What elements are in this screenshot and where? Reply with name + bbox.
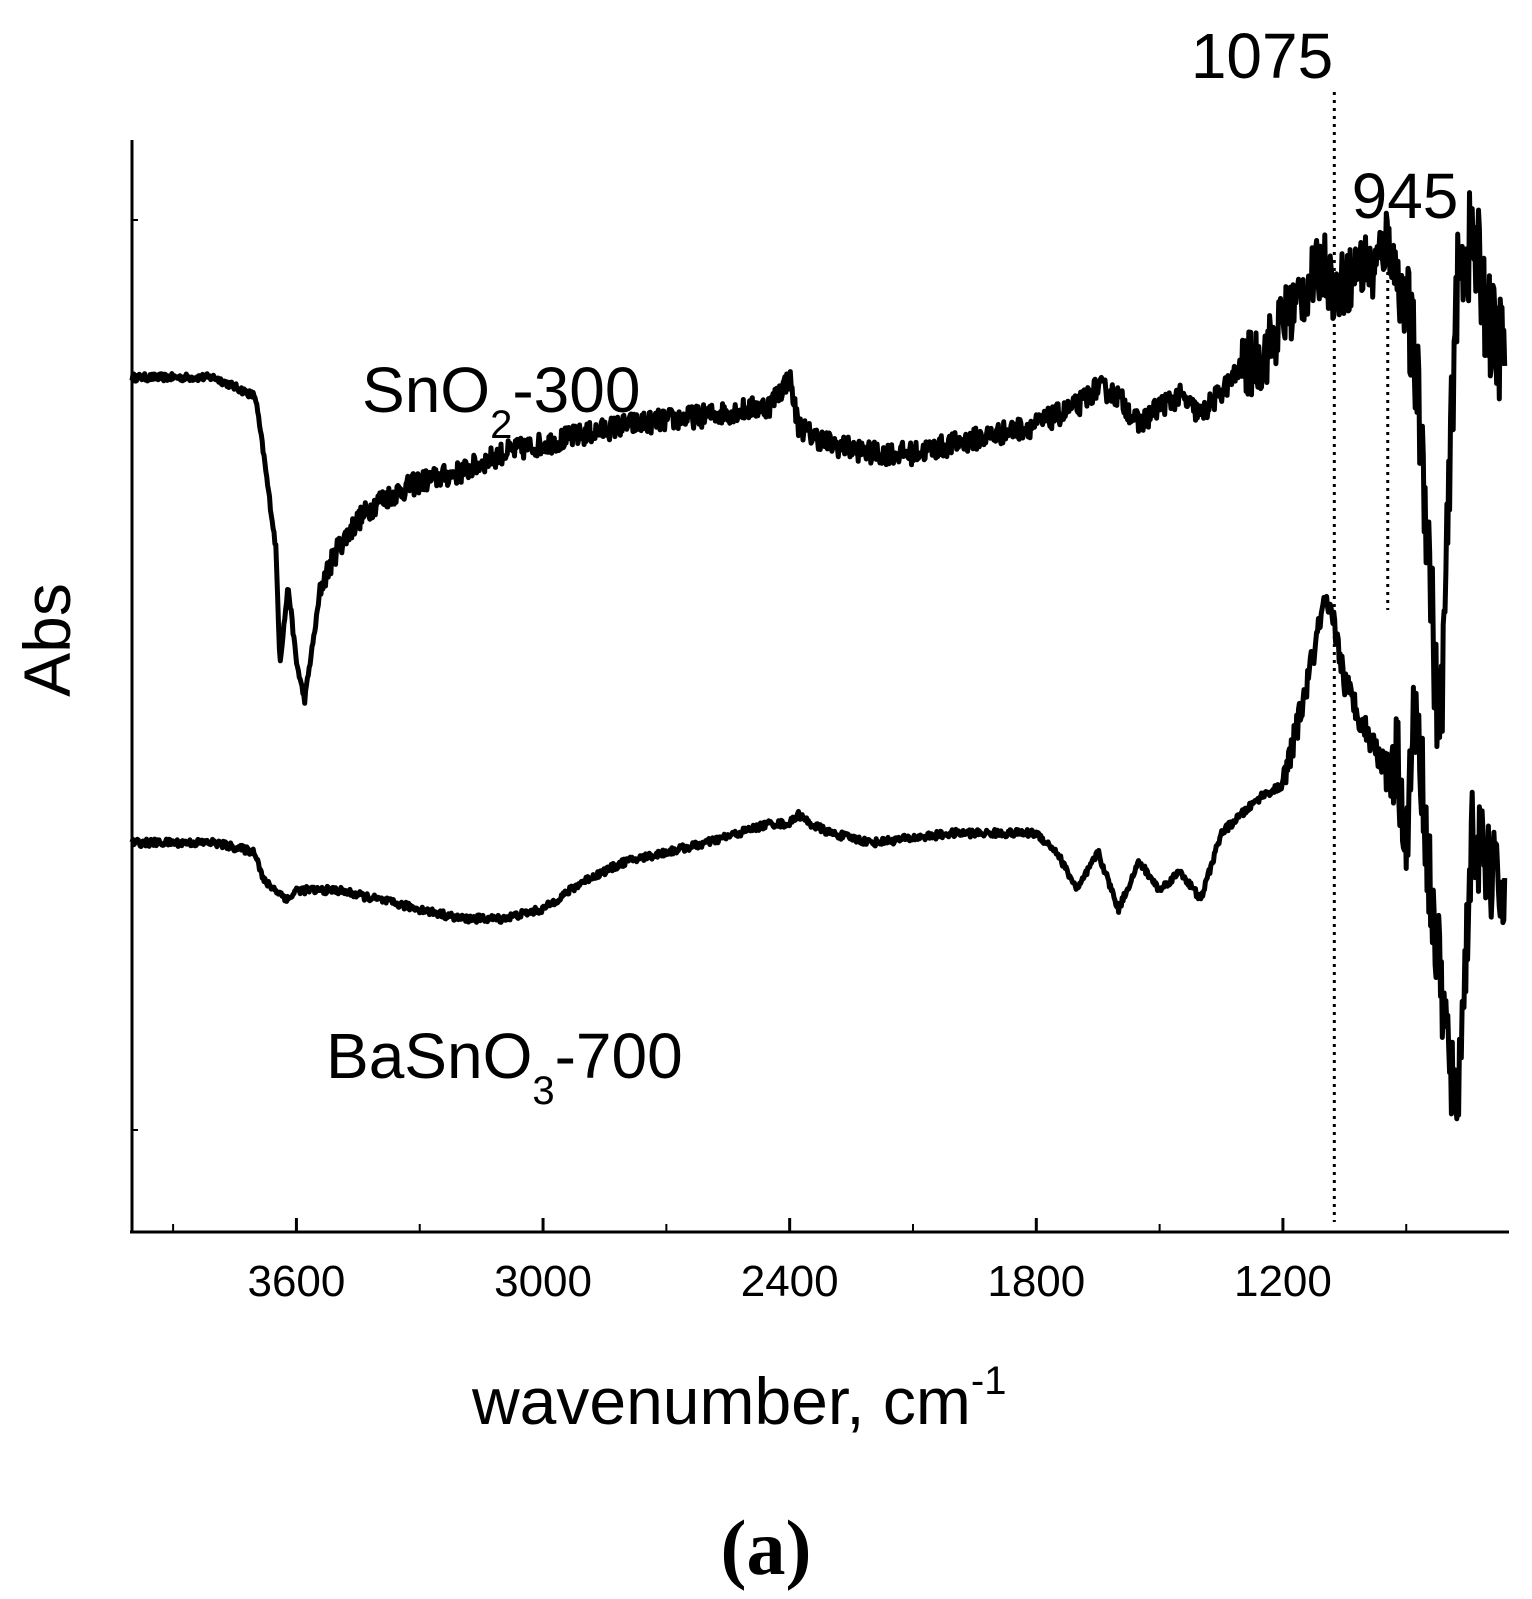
series-label-sno2: SnO2-300: [362, 354, 640, 447]
x-axis-tick-label: 3600: [247, 1257, 345, 1306]
x-axis-title-text: wavenumber, cm: [471, 1364, 971, 1438]
x-axis-title: wavenumber, cm-1: [471, 1359, 1006, 1438]
y-axis-title: Abs: [10, 583, 84, 697]
x-axis-tick-label: 1800: [987, 1257, 1085, 1306]
x-axis-tick-label: 1200: [1234, 1257, 1332, 1306]
plot-layer: [129, 92, 1508, 1222]
x-axis-ticks: 3600 3000 2400 1800 1200: [172, 1218, 1408, 1306]
series-line-basno3-700: [129, 593, 1508, 1122]
x-axis-tick-label: 2400: [741, 1257, 839, 1306]
x-axis-tick-label: 3000: [494, 1257, 592, 1306]
series-line-sno2-300: [129, 190, 1508, 750]
annotation-label-1075: 1075: [1191, 20, 1333, 92]
annotation-label-945: 945: [1352, 160, 1459, 232]
series-label-basno3: BaSnO3-700: [326, 1020, 683, 1113]
panel-label: (a): [721, 1504, 812, 1591]
x-axis-title-superscript: -1: [971, 1359, 1007, 1403]
